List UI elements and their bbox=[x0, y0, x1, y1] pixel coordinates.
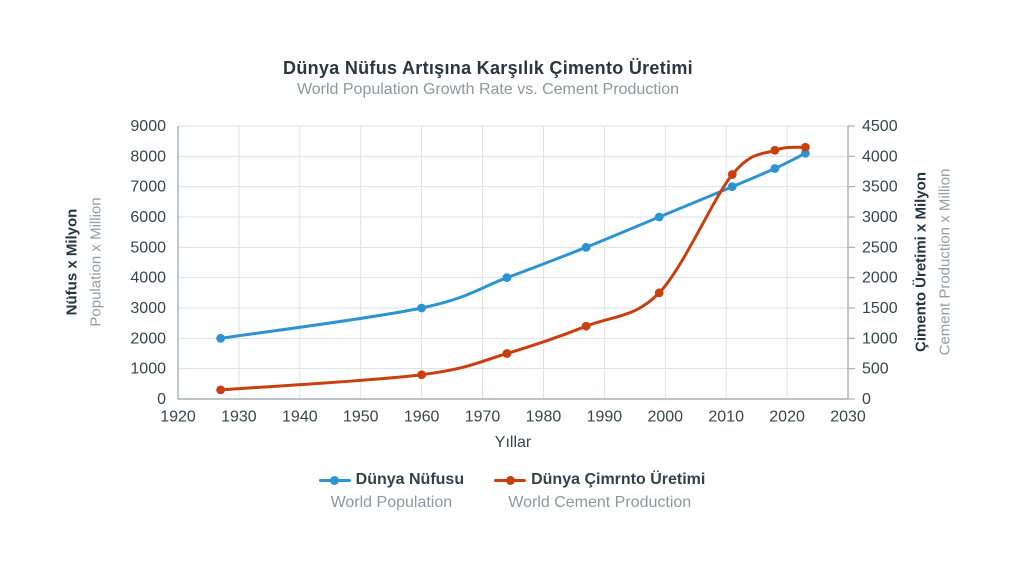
x-axis-tick-label: 1970 bbox=[465, 409, 501, 426]
right-axis-tick-label: 500 bbox=[862, 361, 889, 378]
x-axis-title: Yıllar bbox=[494, 434, 532, 451]
left-axis-tick-label: 4000 bbox=[130, 270, 166, 287]
right-axis-title-en: Cement Production x Million bbox=[936, 168, 954, 356]
left-axis-tick-label: 8000 bbox=[130, 148, 166, 165]
legend-label-population-en: World Population bbox=[330, 494, 453, 511]
x-axis-tick-label: 2030 bbox=[830, 409, 866, 426]
left-axis-tick-label: 2000 bbox=[130, 330, 166, 347]
legend-label-cement: Dünya Çimrnto Üretimi bbox=[531, 471, 706, 488]
legend-label-population: Dünya Nüfusu bbox=[355, 471, 465, 488]
left-axis-tick-label: 0 bbox=[157, 391, 166, 408]
chart-subtitle: World Population Growth Rate vs. Cement … bbox=[296, 81, 680, 98]
data-point-marker-1 bbox=[770, 145, 780, 155]
right-axis-tick-label: 3000 bbox=[862, 209, 898, 226]
left-axis-title: Nüfus x Milyon bbox=[63, 208, 81, 316]
x-axis-tick-label: 2000 bbox=[647, 409, 683, 426]
data-point-marker-1 bbox=[216, 385, 226, 395]
left-axis-tick-label: 9000 bbox=[130, 118, 166, 135]
left-axis-tick-label: 7000 bbox=[130, 179, 166, 196]
data-point-marker-0 bbox=[770, 164, 780, 173]
right-axis-tick-label: 2000 bbox=[862, 270, 898, 287]
data-point-marker-0 bbox=[800, 148, 810, 158]
right-axis-tick-label: 0 bbox=[862, 391, 871, 408]
x-axis-tick-label: 1920 bbox=[160, 409, 196, 426]
series-line-1 bbox=[219, 145, 807, 392]
x-axis-tick-label: 1960 bbox=[404, 409, 440, 426]
left-axis-tick-label: 1000 bbox=[130, 361, 166, 378]
left-axis-tick-label: 3000 bbox=[130, 300, 166, 317]
x-axis-tick-label: 2010 bbox=[708, 409, 744, 426]
left-axis-title-en: Population x Million bbox=[87, 197, 105, 327]
data-point-marker-0 bbox=[654, 212, 664, 222]
right-axis-tick-label: 2500 bbox=[862, 239, 898, 256]
data-point-marker-1 bbox=[727, 170, 737, 179]
x-axis-tick-label: 1940 bbox=[282, 409, 318, 426]
right-axis-tick-label: 4500 bbox=[862, 118, 898, 135]
x-axis-tick-label: 2020 bbox=[769, 409, 805, 426]
right-axis-tick-label: 1500 bbox=[862, 300, 898, 317]
chart-title: Dünya Nüfus Artışına Karşılık Çimento Ür… bbox=[283, 58, 693, 78]
legend-label-cement-en: World Cement Production bbox=[508, 494, 692, 511]
legend-item-population: Dünya Nüfusu World Population bbox=[318, 470, 465, 512]
x-axis-tick-label: 1950 bbox=[343, 409, 379, 426]
left-axis-tick-label: 6000 bbox=[130, 209, 166, 226]
chart-legend: Dünya Nüfusu World Population Dünya Çimr… bbox=[0, 470, 1024, 512]
left-axis-tick-label: 5000 bbox=[130, 239, 166, 256]
data-point-marker-1 bbox=[502, 349, 512, 358]
x-axis-tick-label: 1930 bbox=[221, 409, 257, 426]
legend-item-cement: Dünya Çimrnto Üretimi World Cement Produ… bbox=[494, 470, 705, 512]
data-point-marker-1 bbox=[417, 370, 427, 380]
right-axis-tick-label: 3500 bbox=[862, 179, 898, 196]
data-point-marker-0 bbox=[417, 303, 427, 313]
x-axis-tick-label: 1990 bbox=[587, 409, 623, 426]
data-point-marker-0 bbox=[581, 242, 591, 252]
data-point-marker-1 bbox=[654, 288, 664, 298]
right-axis-title: Çimento Üretimi x Milyon bbox=[912, 171, 930, 353]
right-axis-tick-label: 4000 bbox=[862, 148, 898, 165]
x-axis-tick-label: 1980 bbox=[526, 409, 562, 426]
data-point-marker-1 bbox=[800, 142, 810, 152]
population-series-marker-icon bbox=[318, 475, 351, 485]
data-point-marker-0 bbox=[502, 273, 512, 283]
series-line-0 bbox=[219, 151, 807, 340]
data-point-marker-0 bbox=[727, 182, 737, 192]
data-point-marker-1 bbox=[581, 321, 591, 331]
cement-series-marker-icon bbox=[494, 475, 527, 485]
right-axis-tick-label: 1000 bbox=[862, 330, 898, 347]
data-point-marker-0 bbox=[216, 333, 226, 343]
